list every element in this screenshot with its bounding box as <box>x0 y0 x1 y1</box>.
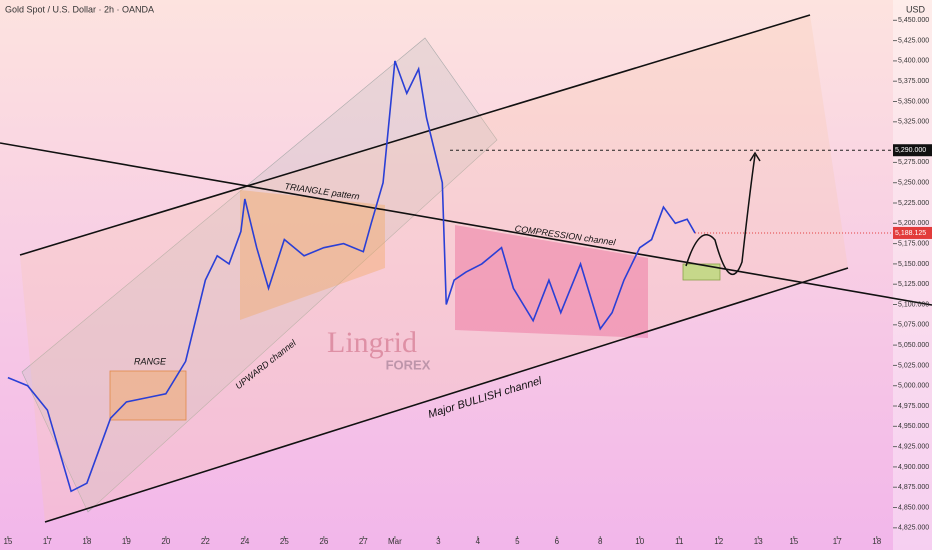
price-axis <box>893 0 932 550</box>
x-tick-label: 6 <box>555 537 560 546</box>
x-tick-label: Mar <box>388 537 402 546</box>
watermark: Lingrid <box>327 326 417 359</box>
y-tick-label: 5,050.000 <box>898 342 929 349</box>
y-tick-label: 5,000.000 <box>898 383 929 390</box>
x-tick-label: 24 <box>240 537 249 546</box>
channel-top <box>19 14 811 256</box>
y-tick-label: 5,225.000 <box>898 200 929 207</box>
x-tick-label: 3 <box>436 537 441 546</box>
x-tick-label: 20 <box>161 537 170 546</box>
x-tick-label: 15 <box>3 537 12 546</box>
upward-channel <box>21 37 498 513</box>
y-tick-label: 5,075.000 <box>898 322 929 329</box>
unit-label: USD <box>906 4 926 14</box>
x-tick-label: 15 <box>789 537 798 546</box>
annotation: RANGE <box>134 356 167 366</box>
x-tick-label: 18 <box>82 537 91 546</box>
y-tick-label: 5,275.000 <box>898 159 929 166</box>
x-tick-label: 26 <box>319 537 328 546</box>
y-tick-label: 4,975.000 <box>898 403 929 410</box>
y-tick-label: 5,400.000 <box>898 58 929 65</box>
x-tick-label: 25 <box>280 537 289 546</box>
current-label: 5,188.125 <box>895 230 926 237</box>
projection-arrow <box>749 151 761 162</box>
y-tick-label: 5,375.000 <box>898 78 929 85</box>
triangle-box <box>240 190 385 320</box>
x-tick-label: 17 <box>43 537 52 546</box>
bullish-channel-fill <box>20 15 848 522</box>
y-tick-label: 4,875.000 <box>898 484 929 491</box>
y-tick-label: 5,150.000 <box>898 261 929 268</box>
range-box <box>109 370 187 421</box>
y-tick-label: 4,900.000 <box>898 464 929 471</box>
x-tick-label: 8 <box>598 537 603 546</box>
y-tick-label: 4,825.000 <box>898 525 929 532</box>
y-tick-label: 5,100.000 <box>898 301 929 308</box>
target-label: 5,290.000 <box>895 147 926 154</box>
x-tick-label: 10 <box>635 537 644 546</box>
y-tick-label: 4,950.000 <box>898 423 929 430</box>
x-tick-label: 22 <box>201 537 210 546</box>
y-tick-label: 5,175.000 <box>898 240 929 247</box>
y-tick-label: 5,325.000 <box>898 119 929 126</box>
y-tick-label: 5,425.000 <box>898 37 929 44</box>
x-tick-label: 11 <box>675 537 684 546</box>
watermark: FOREX <box>386 357 431 372</box>
chart-title: Gold Spot / U.S. Dollar · 2h · OANDA <box>5 4 154 14</box>
y-tick-label: 4,925.000 <box>898 443 929 450</box>
plot <box>7 60 696 493</box>
x-tick-label: 5 <box>515 537 520 546</box>
x-tick-label: 17 <box>833 537 842 546</box>
y-tick-label: 5,450.000 <box>898 17 929 24</box>
y-tick-label: 5,250.000 <box>898 180 929 187</box>
projection-path <box>685 154 756 275</box>
current-tag <box>893 226 932 239</box>
y-tick-label: 5,125.000 <box>898 281 929 288</box>
entry-zone <box>682 263 721 281</box>
x-tick-label: 12 <box>714 537 723 546</box>
y-tick-label: 5,350.000 <box>898 98 929 105</box>
triangle-line <box>0 142 932 306</box>
x-tick-label: 27 <box>359 537 368 546</box>
channel-bottom <box>44 267 849 523</box>
x-tick-label: 19 <box>122 537 131 546</box>
x-tick-label: 13 <box>754 537 763 546</box>
y-tick-label: 5,025.000 <box>898 362 929 369</box>
x-tick-label: 4 <box>476 537 481 546</box>
price-line <box>7 60 696 493</box>
target-tag <box>893 144 932 157</box>
y-tick-label: 4,850.000 <box>898 504 929 511</box>
y-tick-label: 5,200.000 <box>898 220 929 227</box>
x-tick-label: 18 <box>872 537 881 546</box>
